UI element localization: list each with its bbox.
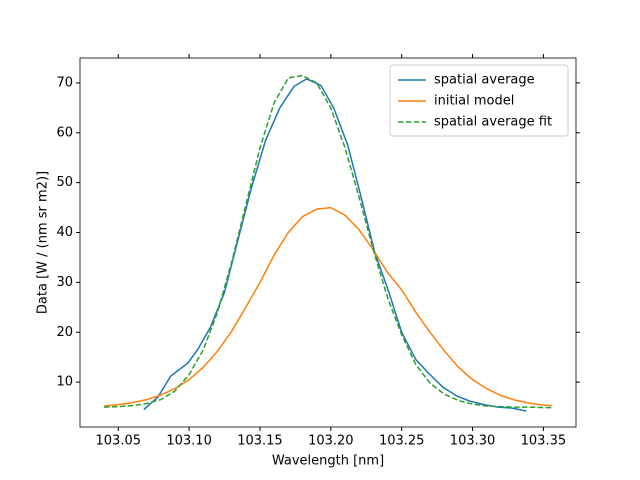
legend-label: initial model bbox=[434, 94, 514, 109]
x-tick-label: 103.30 bbox=[450, 434, 496, 449]
x-axis-label: Wavelength [nm] bbox=[272, 454, 384, 469]
plot-frame bbox=[79, 57, 577, 428]
y-tick-label: 70 bbox=[56, 75, 73, 90]
legend-label: spatial average bbox=[434, 73, 535, 88]
y-tick-label: 20 bbox=[56, 325, 73, 340]
x-tick-label: 103.35 bbox=[521, 434, 567, 449]
x-tick-label: 103.15 bbox=[237, 434, 283, 449]
legend-label: spatial average fit bbox=[434, 115, 552, 130]
y-axis-label: Data [W / (nm sr m2)] bbox=[36, 171, 51, 314]
legend-box bbox=[389, 64, 569, 137]
y-tick-label: 10 bbox=[56, 375, 73, 390]
y-tick-label: 50 bbox=[56, 175, 73, 190]
x-tick-label: 103.10 bbox=[166, 434, 212, 449]
x-tick-label: 103.20 bbox=[308, 434, 354, 449]
series-line bbox=[143, 78, 527, 412]
y-tick-label: 60 bbox=[56, 125, 73, 140]
x-tick-label: 103.05 bbox=[96, 434, 142, 449]
y-tick-label: 40 bbox=[56, 225, 73, 240]
series-line bbox=[104, 74, 552, 409]
y-tick-label: 30 bbox=[56, 275, 73, 290]
x-tick-label: 103.25 bbox=[379, 434, 425, 449]
